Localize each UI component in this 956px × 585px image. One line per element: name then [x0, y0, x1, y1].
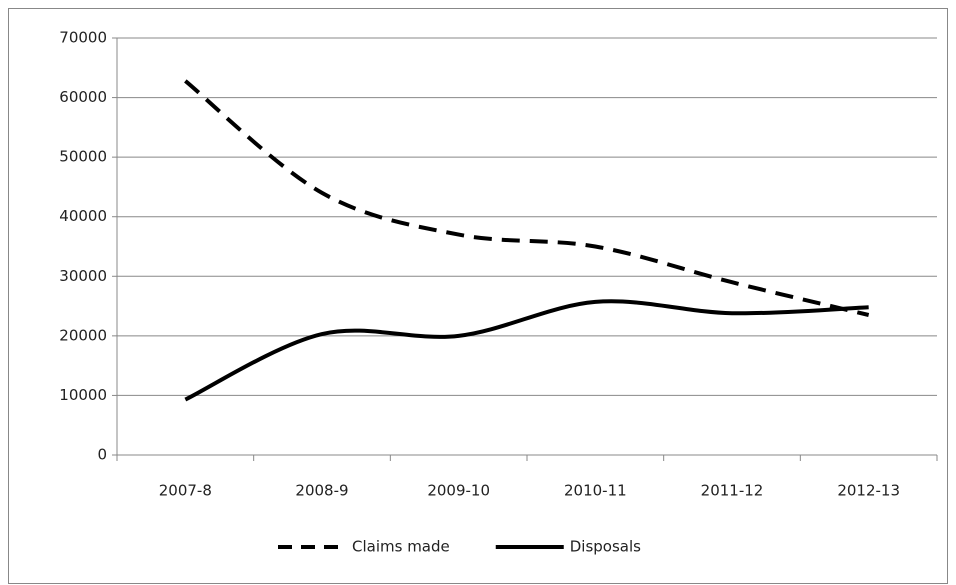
- y-tick-label: 0: [97, 446, 107, 464]
- y-tick-label: 30000: [59, 267, 107, 285]
- y-tick-label: 70000: [59, 29, 107, 47]
- y-tick-label: 60000: [59, 88, 107, 106]
- legend-label: Claims made: [352, 538, 450, 556]
- x-tick-label: 2009-10: [427, 482, 490, 500]
- x-tick-label: 2007-8: [159, 482, 212, 500]
- x-tick-label: 2008-9: [295, 482, 348, 500]
- y-tick-label: 40000: [59, 207, 107, 225]
- x-tick-label: 2011-12: [701, 482, 764, 500]
- y-tick-label: 10000: [59, 386, 107, 404]
- legend-label: Disposals: [570, 538, 641, 556]
- series-line: [184, 299, 869, 402]
- series-line: [184, 79, 870, 317]
- x-tick-label: 2012-13: [837, 482, 900, 500]
- y-tick-label: 50000: [59, 148, 107, 166]
- x-tick-label: 2010-11: [564, 482, 627, 500]
- y-tick-label: 20000: [59, 326, 107, 344]
